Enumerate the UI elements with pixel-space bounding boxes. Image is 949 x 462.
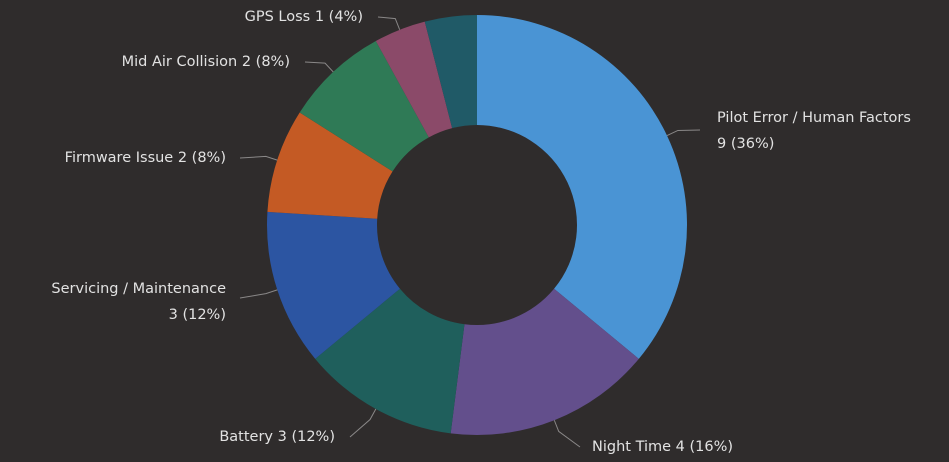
slice-category: Night Time	[592, 439, 671, 455]
slice-value-label: 2 (8%)	[242, 54, 290, 70]
leader-line	[666, 129, 701, 137]
slice-label: GPS Loss 1 (4%)	[245, 9, 363, 25]
leader-line	[553, 420, 581, 448]
donut-slice	[267, 211, 400, 359]
slice-value-label: 3 (12%)	[278, 429, 335, 445]
donut-slice	[375, 21, 453, 138]
donut-slice	[424, 15, 477, 129]
donut-slice	[450, 288, 639, 435]
donut-slice	[299, 40, 429, 172]
slice-category: Firmware Issue	[65, 150, 174, 166]
slice-label: Servicing / Maintenance	[51, 281, 226, 297]
slice-category: Mid Air Collision	[122, 54, 238, 70]
slice-value-label: 4 (16%)	[676, 439, 733, 455]
slice-label: Pilot Error / Human Factors	[717, 110, 911, 126]
slice-value-label: 3 (12%)	[169, 307, 226, 323]
slice-label: Mid Air Collision 2 (8%)	[122, 54, 290, 70]
slice-value-label: 9 (36%)	[717, 136, 774, 152]
donut-slice	[315, 288, 465, 434]
leader-line	[304, 61, 334, 73]
slice-label: Night Time 4 (16%)	[592, 439, 733, 455]
slice-label: Battery 3 (12%)	[219, 429, 335, 445]
slice-category: GPS Loss	[245, 9, 311, 25]
leader-line	[239, 155, 278, 161]
leader-line	[239, 289, 278, 299]
leader-line	[349, 408, 377, 438]
slice-label: Firmware Issue 2 (8%)	[65, 150, 226, 166]
donut-slice	[477, 15, 688, 359]
donut-slice	[267, 112, 393, 219]
slice-value-label: 2 (8%)	[178, 150, 226, 166]
slice-category: Battery	[219, 429, 273, 445]
leader-line	[377, 16, 401, 30]
slice-value-label: 1 (4%)	[315, 9, 363, 25]
